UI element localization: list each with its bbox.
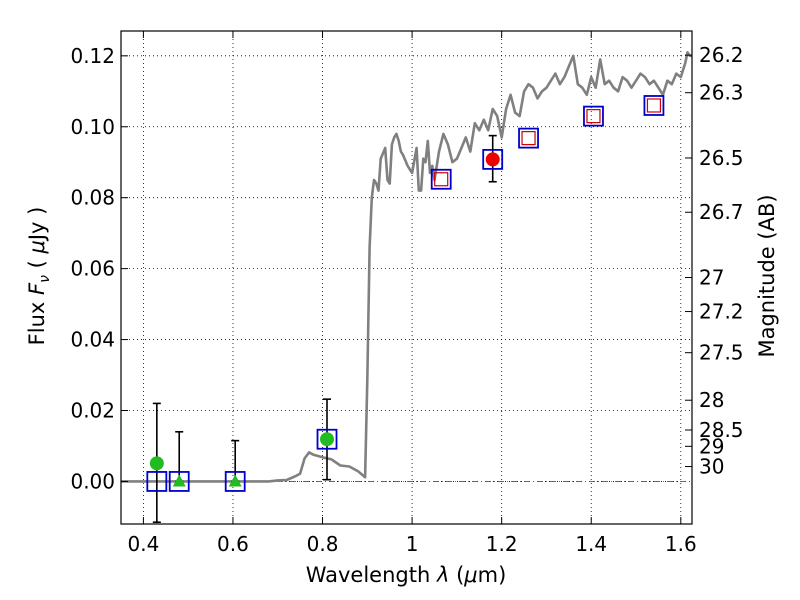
model-photometry-square bbox=[643, 95, 665, 116]
magnitude-tick-label: 27.2 bbox=[699, 300, 744, 324]
data-point-circle bbox=[320, 432, 335, 447]
y-tick-label: 0.00 bbox=[70, 469, 115, 493]
grid-lines bbox=[121, 31, 692, 524]
magnitude-tick-label: 26.5 bbox=[699, 146, 744, 170]
y-tick-label: 0.06 bbox=[70, 257, 115, 281]
plot-frame bbox=[120, 30, 693, 525]
measurement-square bbox=[434, 172, 449, 187]
magnitude-tick-label: 26.3 bbox=[699, 81, 744, 105]
magnitude-tick-label: 27.5 bbox=[699, 341, 744, 365]
model-photometry-square bbox=[518, 127, 539, 149]
x-tick-label: 1.4 bbox=[575, 532, 607, 556]
spectrum-line bbox=[121, 50, 692, 483]
data-point-triangle bbox=[172, 474, 186, 487]
model-photometry-square bbox=[583, 105, 604, 127]
x-tick-label: 0.8 bbox=[307, 532, 339, 556]
y-axis-label: Flux Fν ( μJy ) bbox=[25, 207, 53, 346]
magnitude-tick-label: 26.2 bbox=[699, 43, 744, 67]
right-axis-label: Magnitude (AB) bbox=[755, 194, 779, 357]
x-tick-label: 0.6 bbox=[217, 532, 249, 556]
y-tick-label: 0.02 bbox=[70, 399, 115, 423]
measurement-square bbox=[646, 98, 662, 113]
model-photometry-square bbox=[316, 428, 338, 450]
model-photometry-square bbox=[482, 148, 504, 170]
x-axis-label: Wavelength λ (μm) bbox=[306, 563, 507, 587]
measurement-square bbox=[586, 109, 601, 124]
magnitude-tick-label: 30 bbox=[699, 455, 724, 479]
y-tick-label: 0.04 bbox=[70, 328, 115, 352]
y-tick-label: 0.10 bbox=[70, 115, 115, 139]
marker-layer bbox=[146, 95, 665, 492]
x-tick-label: 1.6 bbox=[665, 532, 697, 556]
magnitude-tick-label: 27 bbox=[699, 266, 724, 290]
magnitude-tick-label: 28.5 bbox=[699, 418, 744, 442]
tick-layer: 0.4 0.6 0.8 1 1.2 1.4 1.6 0.00 0.02 0.04 0.06 0.08 0… bbox=[70, 31, 744, 556]
error-bar-layer bbox=[152, 134, 497, 524]
model-photometry-square bbox=[430, 168, 452, 190]
magnitude-tick-label: 26.7 bbox=[699, 200, 744, 224]
magnitude-tick-label: 29 bbox=[699, 434, 724, 458]
model-photometry-square bbox=[168, 471, 190, 492]
model-photometry-square bbox=[224, 471, 246, 492]
y-tick-label: 0.08 bbox=[70, 186, 115, 210]
y-tick-label: 0.12 bbox=[70, 44, 115, 68]
data-point-circle bbox=[149, 456, 164, 471]
x-tick-label: 1.2 bbox=[486, 532, 518, 556]
data-point-triangle bbox=[228, 474, 242, 487]
model-photometry-square bbox=[146, 471, 168, 492]
x-tick-label: 0.4 bbox=[127, 532, 159, 556]
x-tick-label: 1 bbox=[406, 532, 419, 556]
data-point-circle bbox=[485, 152, 500, 167]
spectrum-layer bbox=[121, 50, 692, 483]
measurement-square bbox=[521, 131, 536, 146]
magnitude-tick-label: 28 bbox=[699, 388, 724, 412]
